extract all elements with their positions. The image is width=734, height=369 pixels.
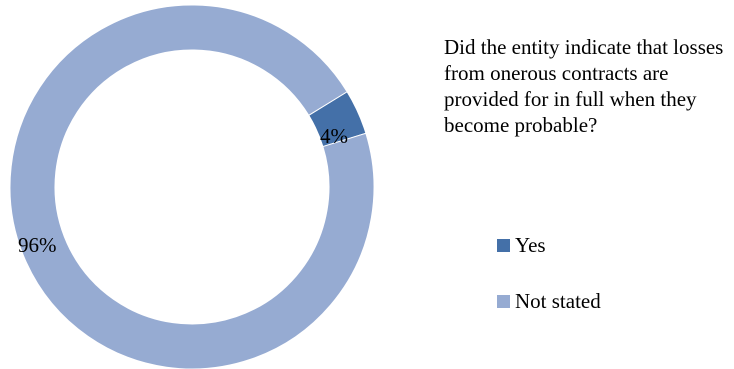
chart-title: Did the entity indicate that losses from…: [444, 35, 724, 137]
legend-label-not-stated: Not stated: [515, 288, 601, 313]
legend-swatch-not-stated: [497, 294, 510, 308]
legend-item-not-stated: Not stated: [497, 288, 601, 314]
legend-label-yes: Yes: [515, 232, 546, 257]
legend-item-yes: Yes: [497, 232, 601, 258]
legend: Yes Not stated: [497, 232, 601, 344]
slice-not-stated: [9, 4, 375, 369]
legend-swatch-yes: [497, 238, 510, 252]
data-label-yes: 4%: [320, 124, 348, 148]
data-label-not-stated: 96%: [18, 233, 57, 257]
